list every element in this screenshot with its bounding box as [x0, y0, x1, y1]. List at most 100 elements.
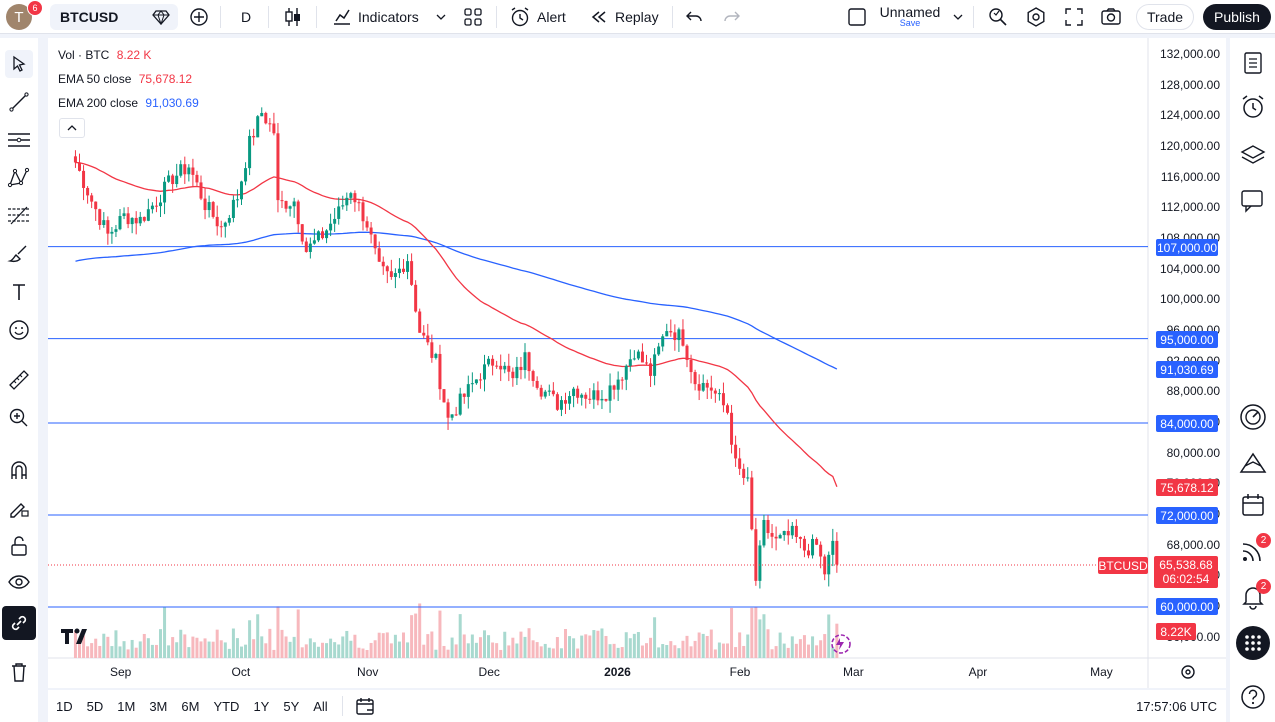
delete-tool[interactable] — [5, 658, 33, 686]
range-button-5y[interactable]: 5Y — [283, 698, 300, 714]
candle-body — [669, 331, 673, 333]
draw-mode-tool[interactable] — [5, 494, 33, 522]
volume-bar — [584, 634, 588, 658]
cursor-tool[interactable] — [5, 50, 33, 78]
volume-bar — [248, 620, 252, 658]
fullscreen-icon[interactable] — [1064, 7, 1084, 27]
technicals-button[interactable] — [1238, 402, 1268, 432]
range-button-all[interactable]: All — [313, 698, 328, 714]
fib-tool[interactable] — [5, 202, 33, 230]
range-button-6m[interactable]: 6M — [181, 698, 200, 714]
settings-gear-icon[interactable] — [1025, 6, 1047, 28]
volume-bar — [726, 643, 729, 658]
interval-selector[interactable]: D — [241, 8, 252, 25]
pattern-tool[interactable] — [5, 164, 33, 192]
candle-body — [515, 366, 519, 379]
range-button-3m[interactable]: 3M — [149, 698, 168, 714]
publish-button[interactable]: Publish — [1203, 4, 1271, 30]
lock-tool[interactable] — [5, 532, 33, 560]
chevron-down-icon[interactable] — [953, 12, 963, 22]
help-button[interactable] — [1238, 682, 1268, 712]
horizontal-lines-tool[interactable] — [5, 126, 33, 154]
price-chart[interactable] — [48, 38, 1226, 688]
redo-icon[interactable] — [723, 8, 741, 26]
range-button-1y[interactable]: 1Y — [253, 698, 270, 714]
undo-icon[interactable] — [685, 8, 703, 26]
time-axis-settings-icon[interactable] — [1180, 664, 1196, 680]
magnet-icon — [11, 461, 27, 479]
chevron-down-icon[interactable] — [436, 12, 446, 22]
compare-add-icon[interactable] — [189, 7, 209, 27]
templates-grid-icon[interactable] — [463, 7, 483, 27]
replay-button[interactable]: Replay — [589, 0, 659, 34]
smiley-icon — [9, 320, 29, 340]
volume-bar — [450, 637, 454, 658]
range-button-5d[interactable]: 5D — [86, 698, 104, 714]
candle-body — [199, 182, 203, 199]
right-sidebar: 2 2 — [1230, 38, 1275, 722]
legend-ema50[interactable]: EMA 50 close 75,678.12 — [58, 72, 192, 86]
candles-chart-type-icon[interactable] — [283, 6, 303, 28]
symbol-search[interactable]: BTCUSD — [50, 4, 178, 30]
candle-body — [636, 351, 640, 359]
chat-button[interactable] — [1238, 186, 1268, 216]
camera-snapshot-icon[interactable] — [1100, 6, 1122, 28]
layout-name-button[interactable]: Unnamed Save — [875, 4, 945, 28]
candle-body — [709, 387, 713, 391]
candle-body — [304, 241, 308, 252]
price-tick: 80,000.00 — [1166, 445, 1220, 460]
symbol-name: BTCUSD — [60, 9, 119, 25]
apps-menu-button[interactable] — [1236, 626, 1270, 660]
bottom-toolbar: 1D 5D 1M 3M 6M YTD 1Y 5Y All 17:57:06 UTC — [48, 690, 1226, 722]
legend-collapse-button[interactable] — [59, 118, 85, 138]
watchlist-diamond-icon[interactable] — [152, 9, 170, 25]
legend-volume[interactable]: Vol · BTC 8.22 K — [58, 48, 151, 62]
emoji-tool[interactable] — [5, 316, 33, 344]
time-tick: Oct — [231, 665, 251, 679]
candle-body — [701, 382, 705, 391]
tradingview-logo-icon[interactable] — [60, 626, 94, 646]
chart-pane[interactable]: Vol · BTC 8.22 K EMA 50 close 75,678.12 … — [48, 38, 1226, 688]
sparkle-assistant-icon[interactable] — [826, 632, 854, 656]
watchlist-button[interactable] — [1238, 48, 1268, 78]
brush-tool[interactable] — [5, 240, 33, 268]
visibility-tool[interactable] — [5, 568, 33, 596]
layout-square-icon[interactable] — [847, 7, 867, 27]
trade-button[interactable]: Trade — [1136, 4, 1194, 30]
volume-bar — [316, 646, 320, 658]
volume-bar — [442, 645, 446, 658]
go-to-date-icon[interactable] — [355, 696, 375, 716]
volume-bar — [325, 643, 329, 658]
horizontal-lines-icon — [8, 133, 30, 147]
candle-body — [276, 133, 280, 201]
level-label-107000: 107,000.00 — [1156, 239, 1218, 256]
candle-body — [551, 390, 555, 395]
range-button-1d[interactable]: 1D — [56, 698, 73, 714]
range-button-1m[interactable]: 1M — [117, 698, 136, 714]
calendar-button[interactable] — [1238, 490, 1268, 520]
signals-button[interactable] — [1238, 536, 1268, 566]
object-tree-button[interactable] — [1238, 140, 1268, 170]
ideas-button[interactable] — [1238, 448, 1268, 478]
range-button-ytd[interactable]: YTD — [213, 698, 240, 714]
text-tool[interactable] — [5, 278, 33, 306]
candle-body — [203, 198, 207, 211]
indicators-button[interactable]: Indicators — [332, 0, 419, 34]
measure-tool[interactable] — [5, 366, 33, 394]
alert-button[interactable]: Alert — [509, 0, 566, 34]
utc-clock[interactable]: 17:57:06 UTC — [1136, 698, 1217, 714]
quick-search-icon[interactable] — [987, 6, 1009, 28]
zoom-tool[interactable] — [5, 404, 33, 432]
volume-bar — [240, 646, 243, 658]
link-tool[interactable] — [2, 606, 36, 640]
magnet-tool[interactable] — [5, 456, 33, 484]
dots-grid-icon — [1245, 635, 1261, 651]
volume-bar — [802, 635, 806, 658]
alerts-panel-button[interactable] — [1238, 92, 1268, 122]
candle-body — [620, 379, 624, 381]
candle-body — [207, 202, 211, 211]
trend-line-tool[interactable] — [5, 88, 33, 116]
volume-bar — [215, 629, 219, 658]
legend-ema200[interactable]: EMA 200 close 91,030.69 — [58, 96, 199, 110]
candle-body — [312, 240, 316, 244]
